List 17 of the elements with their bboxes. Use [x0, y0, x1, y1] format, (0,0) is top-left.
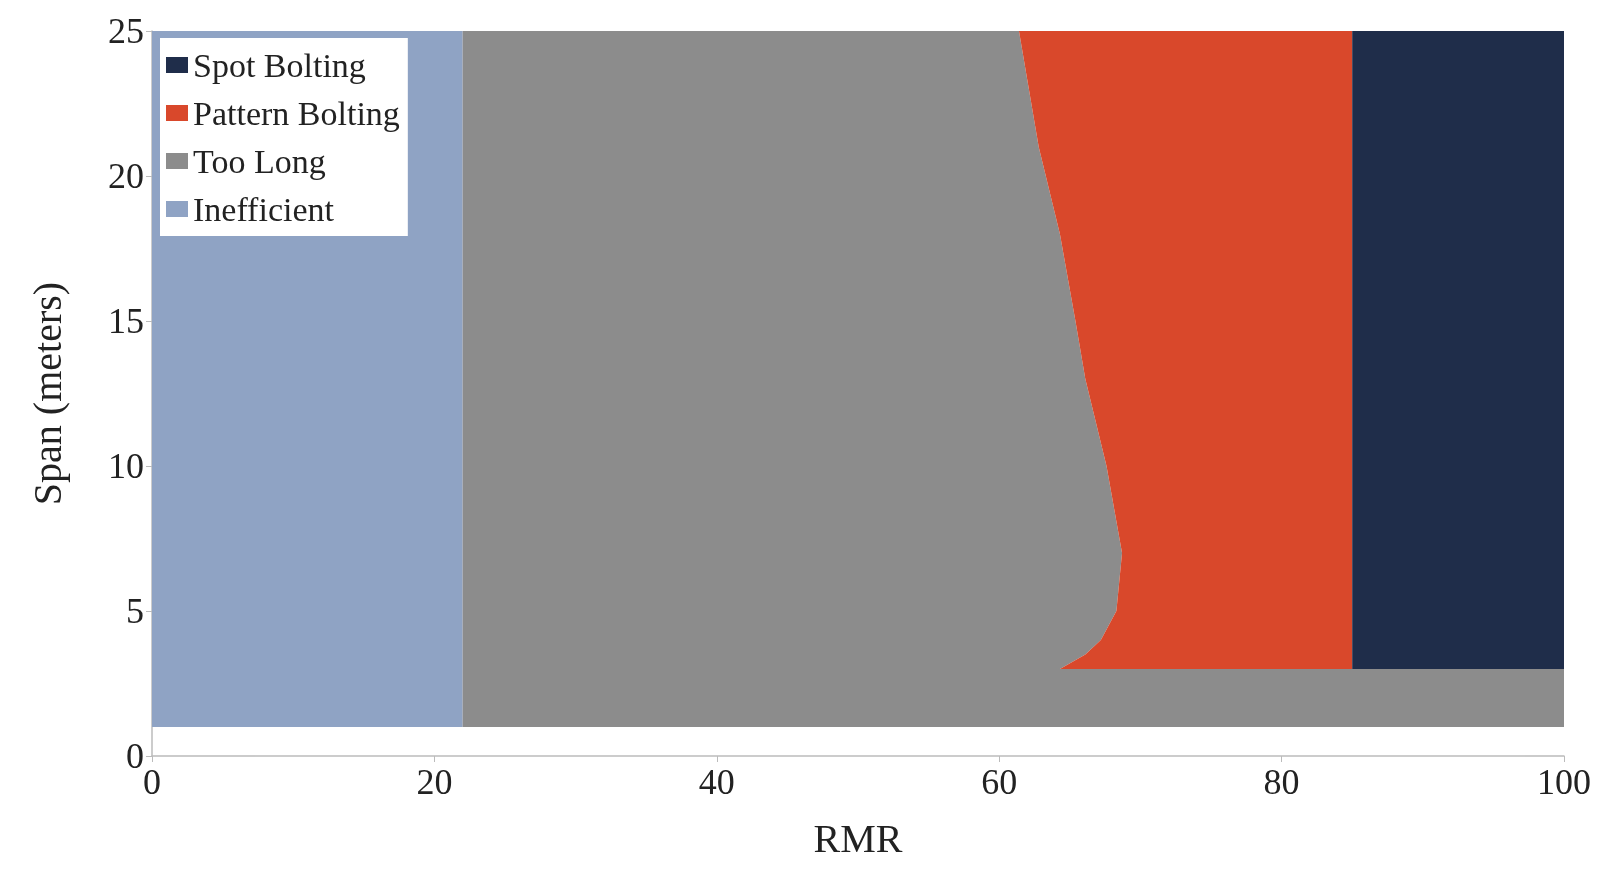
- x-axis-title: RMR: [813, 815, 903, 861]
- x-tick-label: 60: [981, 762, 1018, 802]
- y-tick-label: 25: [108, 11, 144, 51]
- y-tick-label: 5: [126, 591, 144, 631]
- y-axis-title: Span (meters): [24, 281, 70, 506]
- x-tick-label: 80: [1263, 762, 1300, 802]
- y-tick-label: 0: [126, 736, 144, 776]
- legend-label: Spot Bolting: [193, 46, 366, 84]
- legend-label: Inefficient: [193, 190, 335, 228]
- x-tick-label: 20: [416, 762, 453, 802]
- legend-label: Pattern Bolting: [193, 94, 400, 132]
- x-tick-label: 40: [698, 762, 735, 802]
- y-tick-label: 10: [108, 446, 144, 486]
- legend-label: Too Long: [193, 142, 326, 180]
- y-tick-label: 20: [108, 156, 144, 196]
- y-tick-label: 15: [108, 301, 144, 341]
- x-tick-label: 100: [1537, 762, 1591, 802]
